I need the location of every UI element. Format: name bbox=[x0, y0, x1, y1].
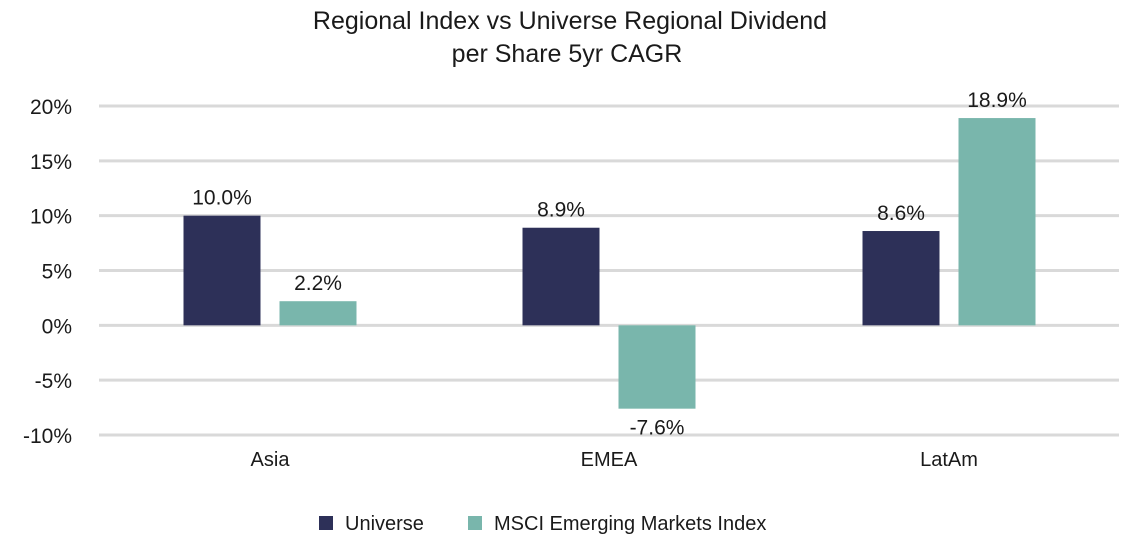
bars bbox=[183, 118, 1036, 409]
legend-label-series-1: Universe bbox=[345, 513, 424, 535]
x-axis-category-labels: Asia EMEA LatAm bbox=[251, 449, 978, 471]
data-label: 10.0% bbox=[192, 187, 252, 210]
y-tick-label: -10% bbox=[23, 425, 72, 448]
chart-title-line-2: per Share 5yr CAGR bbox=[452, 40, 683, 68]
legend: Universe MSCI Emerging Markets Index bbox=[319, 513, 766, 535]
data-label: 18.9% bbox=[967, 89, 1027, 112]
category-label-asia: Asia bbox=[251, 449, 291, 471]
bar-latam-series-2 bbox=[958, 118, 1036, 326]
bar-asia-series-1 bbox=[183, 215, 261, 326]
y-tick-label: 5% bbox=[42, 261, 72, 284]
legend-swatch-series-1 bbox=[319, 516, 333, 530]
data-label: 8.6% bbox=[877, 202, 925, 225]
gridlines bbox=[99, 104, 1119, 437]
category-label-emea: EMEA bbox=[581, 449, 638, 471]
data-label: 8.9% bbox=[537, 199, 585, 222]
y-tick-label: 20% bbox=[30, 96, 72, 119]
bar-latam-series-1 bbox=[862, 231, 940, 326]
chart-title-line-1: Regional Index vs Universe Regional Divi… bbox=[313, 7, 827, 35]
y-axis-tick-labels: 20% 15% 10% 5% 0% -5% -10% bbox=[23, 96, 72, 448]
y-tick-label: 10% bbox=[30, 206, 72, 229]
data-label: 2.2% bbox=[294, 272, 342, 295]
data-labels: 10.0% 8.9% 8.6% 2.2% -7.6% 18.9% bbox=[192, 89, 1027, 440]
y-tick-label: 15% bbox=[30, 151, 72, 174]
y-tick-label: -5% bbox=[35, 370, 72, 393]
legend-label-series-2: MSCI Emerging Markets Index bbox=[494, 513, 766, 535]
bar-emea-series-1 bbox=[522, 227, 600, 326]
legend-swatch-series-2 bbox=[468, 516, 482, 530]
y-tick-label: 0% bbox=[42, 315, 72, 338]
bar-asia-series-2 bbox=[279, 301, 357, 326]
bar-emea-series-2 bbox=[618, 325, 696, 409]
data-label: -7.6% bbox=[630, 417, 685, 440]
category-label-latam: LatAm bbox=[920, 449, 978, 471]
